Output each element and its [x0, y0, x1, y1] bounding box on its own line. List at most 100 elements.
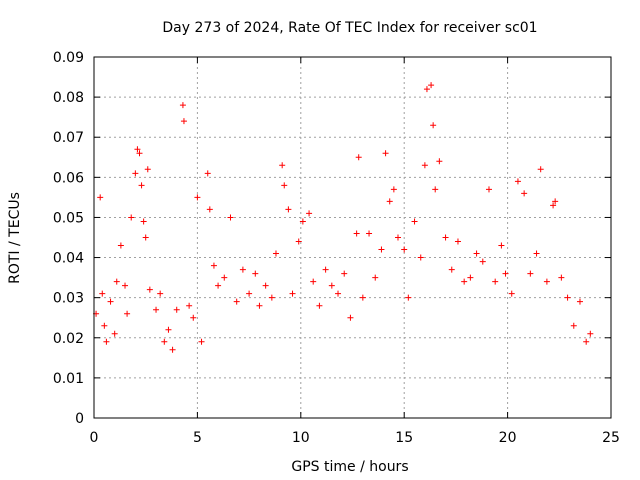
x-axis-label: GPS time / hours — [291, 459, 408, 475]
x-tick-label: 5 — [193, 430, 202, 446]
data-point — [587, 330, 594, 337]
y-tick-label: 0.08 — [53, 90, 84, 106]
grid-layer — [94, 57, 611, 418]
data-point — [279, 162, 286, 169]
data-point — [107, 298, 114, 305]
data-point — [306, 210, 313, 217]
y-axis: 0 0.01 0.02 0.03 0.04 0.05 0.06 0.07 0.08 0.09 — [53, 50, 611, 427]
data-point — [485, 186, 492, 193]
data-point — [180, 118, 187, 125]
data-point — [335, 290, 342, 297]
data-point — [173, 306, 180, 313]
data-point — [310, 278, 317, 285]
x-axis: 0 5 10 15 20 25 — [90, 57, 620, 446]
data-point — [144, 166, 151, 173]
data-point — [467, 274, 474, 281]
data-point — [113, 278, 120, 285]
data-point — [448, 266, 455, 273]
data-point — [543, 278, 550, 285]
data-point — [198, 338, 205, 345]
data-point — [428, 82, 435, 89]
y-tick-label: 0.07 — [53, 130, 84, 146]
data-point — [132, 170, 139, 177]
data-point — [190, 314, 197, 321]
data-point — [411, 218, 418, 225]
data-point — [206, 206, 213, 213]
data-point — [136, 150, 143, 157]
data-point — [268, 294, 275, 301]
data-point — [153, 306, 160, 313]
data-point — [355, 154, 362, 161]
data-point — [227, 214, 234, 221]
data-point — [179, 102, 186, 109]
data-point — [508, 290, 515, 297]
data-point — [157, 290, 164, 297]
data-point — [233, 298, 240, 305]
data-point — [502, 270, 509, 277]
data-point — [111, 330, 118, 337]
data-point — [473, 250, 480, 257]
data-point — [204, 170, 211, 177]
data-point — [281, 182, 288, 189]
data-point — [103, 338, 110, 345]
data-point — [322, 266, 329, 273]
data-point — [386, 198, 393, 205]
data-point — [210, 262, 217, 269]
data-point — [347, 314, 354, 321]
data-point — [161, 338, 168, 345]
y-tick-label: 0.02 — [53, 331, 84, 347]
data-point — [246, 290, 253, 297]
data-point — [239, 266, 246, 273]
data-point — [186, 302, 193, 309]
y-tick-label: 0.04 — [53, 251, 84, 267]
data-point — [366, 230, 373, 237]
y-tick-label: 0.09 — [53, 50, 84, 66]
data-point — [272, 250, 279, 257]
data-point — [122, 282, 129, 289]
data-point — [417, 254, 424, 261]
data-point — [430, 122, 437, 129]
data-point — [328, 282, 335, 289]
data-point — [514, 178, 521, 185]
data-point — [101, 322, 108, 329]
data-point — [390, 186, 397, 193]
data-point — [140, 218, 147, 225]
data-point — [527, 270, 534, 277]
y-tick-label: 0.05 — [53, 210, 84, 226]
data-point — [215, 282, 222, 289]
data-point — [142, 234, 149, 241]
data-point — [99, 290, 106, 297]
data-point — [401, 246, 408, 253]
data-point — [169, 346, 176, 353]
x-tick-label: 25 — [602, 430, 620, 446]
x-tick-label: 0 — [90, 430, 99, 446]
data-point — [479, 258, 486, 265]
data-point — [558, 274, 565, 281]
y-tick-label: 0 — [75, 411, 84, 427]
data-point — [194, 194, 201, 201]
y-tick-label: 0.01 — [53, 371, 84, 387]
data-point — [97, 194, 104, 201]
data-point — [442, 234, 449, 241]
data-point — [432, 186, 439, 193]
data-point — [405, 294, 412, 301]
data-point — [146, 286, 153, 293]
data-point — [295, 238, 302, 245]
data-point — [353, 230, 360, 237]
data-point — [359, 294, 366, 301]
data-point — [124, 310, 131, 317]
data-point — [454, 238, 461, 245]
data-point — [552, 198, 559, 205]
data-point — [372, 274, 379, 281]
data-point — [252, 270, 259, 277]
data-point — [521, 190, 528, 197]
x-tick-label: 10 — [292, 430, 310, 446]
data-point — [498, 242, 505, 249]
data-point — [564, 294, 571, 301]
data-point — [128, 214, 135, 221]
data-point — [138, 182, 145, 189]
data-point — [423, 86, 430, 93]
chart-title: Day 273 of 2024, Rate Of TEC Index for r… — [162, 20, 537, 36]
data-point — [221, 274, 228, 281]
